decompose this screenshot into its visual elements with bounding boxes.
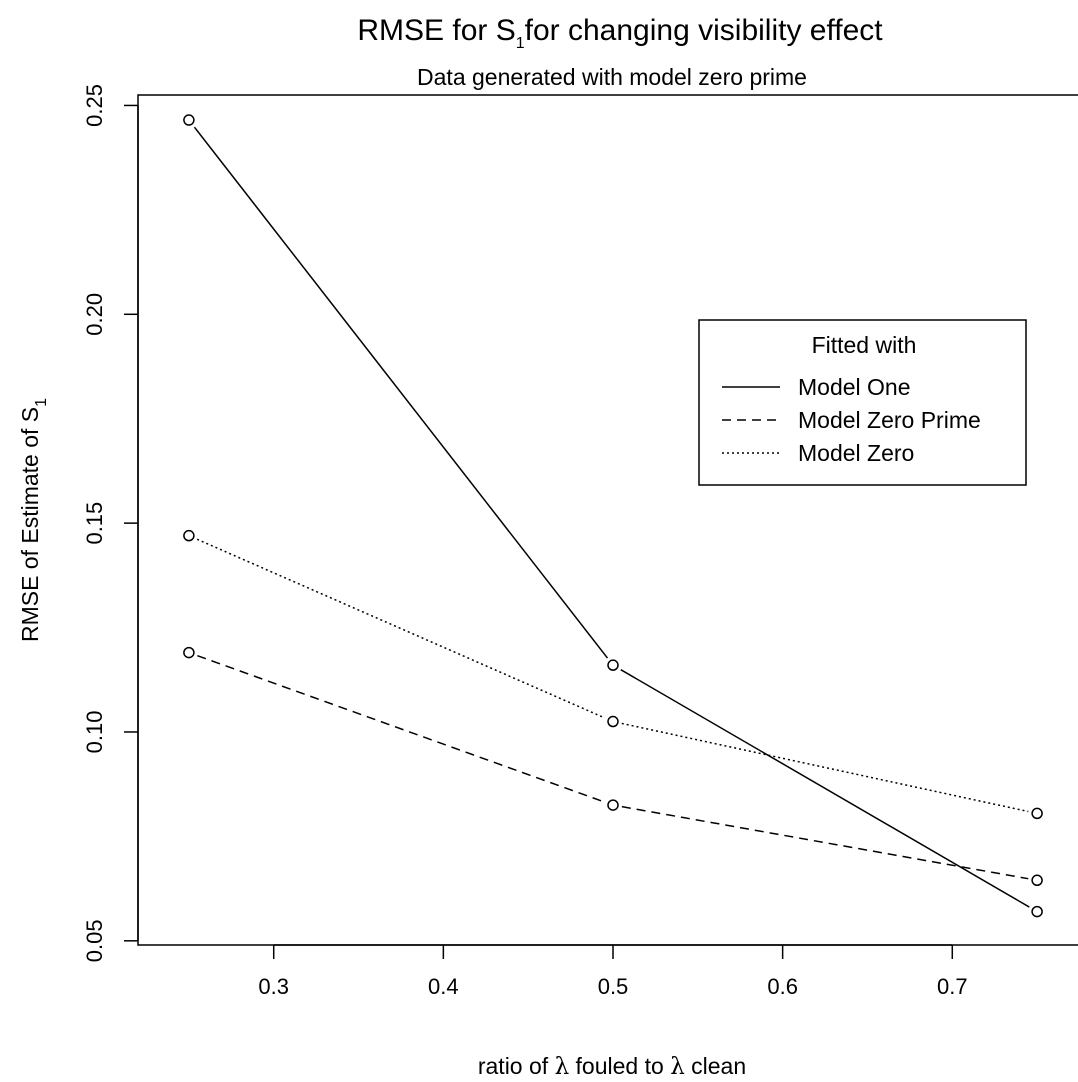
y-tick-label: 0.05 <box>82 919 107 962</box>
y-tick-label: 0.25 <box>82 84 107 127</box>
x-tick-label: 0.5 <box>598 974 629 999</box>
legend-label-model-zero-prime: Model Zero Prime <box>798 407 981 433</box>
series-line-model-one <box>620 669 1030 908</box>
data-point-model-zero-prime <box>1031 874 1043 887</box>
plot-frame <box>137 94 1078 946</box>
series-line-model-zero-prime <box>197 654 605 803</box>
x-tick-label: 0.3 <box>258 974 289 999</box>
x-axis: 0.3 0.4 0.5 0.6 0.7 <box>258 944 968 999</box>
x-tick-label: 0.4 <box>428 974 459 999</box>
chart-title: RMSE for S1for changing visibility effec… <box>357 14 883 52</box>
chart-subtitle: Data generated with model zero prime <box>417 64 807 90</box>
y-tick-label: 0.10 <box>82 711 107 754</box>
data-point-model-zero <box>607 715 619 728</box>
y-tick-label: 0.15 <box>82 502 107 545</box>
legend-title: Fitted with <box>812 332 917 358</box>
x-axis-label: ratio of λ fouled to λ clean <box>478 1053 746 1080</box>
data-point-model-zero <box>1031 807 1043 820</box>
data-point-model-zero <box>183 529 195 542</box>
data-point-model-zero-prime <box>607 799 619 811</box>
series-line-model-zero <box>196 538 606 719</box>
legend: Fitted with Model One Model Zero Prime M… <box>698 319 1027 486</box>
legend-label-model-one: Model One <box>798 374 911 400</box>
data-point-model-one <box>183 114 195 126</box>
data-point-model-one <box>607 659 619 671</box>
x-tick-label: 0.6 <box>767 974 798 999</box>
legend-label-model-zero: Model Zero <box>798 440 914 466</box>
series-line-model-zero <box>621 722 1029 813</box>
y-tick-label: 0.20 <box>82 293 107 336</box>
series-line-model-one <box>193 126 609 659</box>
data-point-model-zero-prime <box>183 646 195 659</box>
legend-box <box>698 319 1027 486</box>
series-line-model-zero-prime <box>621 805 1029 880</box>
y-axis: 0.05 0.10 0.15 0.20 0.25 <box>82 84 139 962</box>
data-point-model-one <box>1031 905 1043 918</box>
series-layer <box>183 114 1043 918</box>
y-axis-label: RMSE of Estimate of S1 <box>17 398 50 642</box>
x-tick-label: 0.7 <box>937 974 968 999</box>
